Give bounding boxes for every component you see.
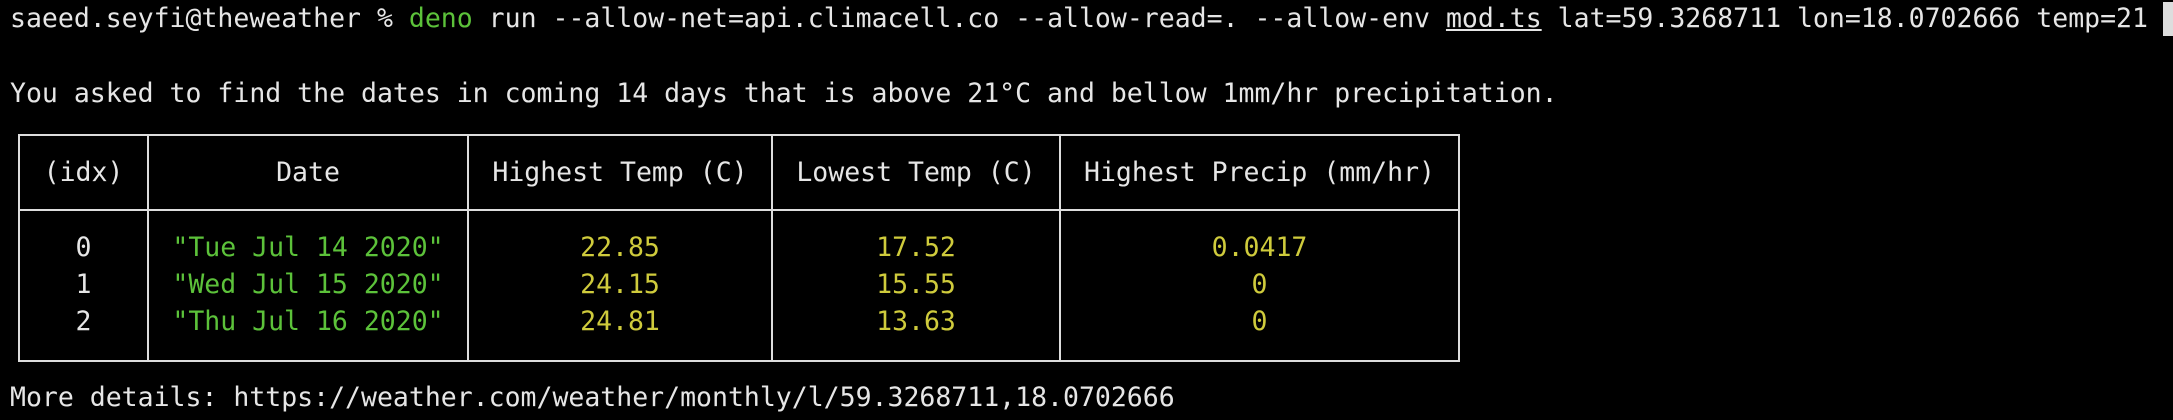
table-cell: 0 xyxy=(18,210,149,266)
table-cell: 15.55 xyxy=(771,266,1061,303)
table-cell: 2 xyxy=(18,303,149,362)
table-cell: "Tue Jul 14 2020" xyxy=(147,210,469,266)
table-cell: "Thu Jul 16 2020" xyxy=(147,303,469,362)
program: deno xyxy=(408,3,473,34)
table-cell: 0 xyxy=(1059,266,1460,303)
table-row: 0 "Tue Jul 14 2020" 22.85 17.52 0.0417 xyxy=(18,210,1460,266)
table-cell: 0.0417 xyxy=(1059,210,1460,266)
table-cell: 17.52 xyxy=(771,210,1061,266)
table-cell: 24.81 xyxy=(467,303,773,362)
table-cell: "Wed Jul 15 2020" xyxy=(147,266,469,303)
file: mod.ts xyxy=(1445,3,1542,34)
command-line: saeed.seyfi@theweather % deno run --allo… xyxy=(10,3,2148,35)
table-cell: 24.15 xyxy=(467,266,773,303)
table-cell: 1 xyxy=(18,266,149,303)
header-cell: Highest Precip (mm/hr) xyxy=(1059,134,1460,211)
header-cell: Highest Temp (C) xyxy=(467,134,773,211)
prompt: saeed.seyfi@theweather % xyxy=(10,3,393,34)
params: lat=59.3268711 lon=18.0702666 temp=21 xyxy=(1557,3,2148,34)
message: You asked to find the dates in coming 14… xyxy=(10,78,1558,109)
header-cell: Date xyxy=(147,134,469,211)
footer: More details: https://weather.com/weathe… xyxy=(10,382,1175,413)
table-cell: 13.63 xyxy=(771,303,1061,362)
header-cell: (idx) xyxy=(18,134,149,211)
header-cell: Lowest Temp (C) xyxy=(771,134,1061,211)
cursor xyxy=(2163,2,2173,36)
table-cell: 22.85 xyxy=(467,210,773,266)
table-row: 1 "Wed Jul 15 2020" 24.15 15.55 0 xyxy=(18,266,1460,303)
result-table: (idx) Date Highest Temp (C) Lowest Temp (C)… xyxy=(18,134,1460,362)
header-row: (idx) Date Highest Temp (C) Lowest Temp (C)… xyxy=(18,134,1460,211)
table-row: 2 "Thu Jul 16 2020" 24.81 13.63 0 xyxy=(18,303,1460,362)
table-cell: 0 xyxy=(1059,303,1460,362)
args: run --allow-net=api.climacell.co --allow… xyxy=(488,3,1430,34)
